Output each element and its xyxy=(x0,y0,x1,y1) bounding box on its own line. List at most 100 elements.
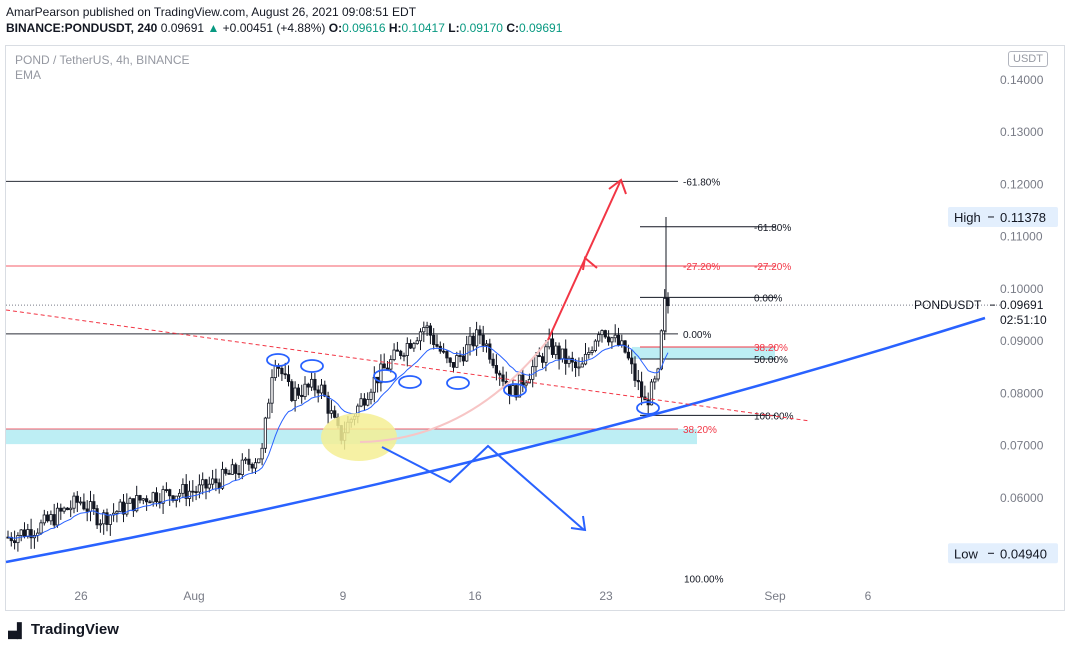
tradingview-logo-icon: ▄▌ xyxy=(8,621,27,638)
candle-body xyxy=(610,337,614,343)
candle-body xyxy=(303,383,307,398)
candle-body xyxy=(59,507,63,512)
candle-body xyxy=(197,484,201,493)
candle-body xyxy=(128,498,132,504)
candle-body xyxy=(82,501,86,510)
candle-body xyxy=(583,353,588,365)
candle-body xyxy=(313,378,317,391)
candle-body xyxy=(333,410,337,418)
candle-body xyxy=(425,325,429,328)
candle-body xyxy=(138,495,142,501)
x-tick-label: Aug xyxy=(183,589,204,603)
currency-badge[interactable]: USDT xyxy=(1008,51,1048,67)
candle-body xyxy=(210,478,215,485)
candle-body xyxy=(653,378,657,383)
candle-body xyxy=(392,349,396,360)
candle-body xyxy=(488,343,492,360)
candle-body xyxy=(600,330,604,336)
candle-body xyxy=(630,357,634,365)
candle-body xyxy=(270,377,274,404)
candle-body xyxy=(42,514,46,524)
candle-body xyxy=(514,385,518,398)
candle-body xyxy=(309,378,314,388)
candle-body xyxy=(65,507,69,511)
candle-body xyxy=(435,344,439,347)
candle-body xyxy=(55,507,60,526)
candle-body xyxy=(418,331,423,342)
candle-body xyxy=(125,502,129,515)
candle-body xyxy=(243,458,248,461)
candle-body xyxy=(422,327,426,333)
candle-body xyxy=(154,492,159,503)
candle-body xyxy=(316,389,320,394)
fib-label: 100.00% xyxy=(684,574,724,585)
fib-label: 38.20% xyxy=(683,425,717,436)
candle-body xyxy=(511,385,515,397)
candle-body xyxy=(613,334,617,339)
candle-body xyxy=(263,417,268,449)
legend-indicator: EMA xyxy=(15,68,42,82)
candle-body xyxy=(52,514,56,526)
candle-body xyxy=(323,384,327,397)
marker-label: High xyxy=(954,210,981,225)
candle-body xyxy=(95,508,99,526)
open-value: 0.09616 xyxy=(342,21,386,35)
candle-body xyxy=(115,511,119,514)
candle-body xyxy=(527,378,532,384)
fibonacci-levels: -61.80% -27.20% 0.00% 38.20% -61.80% -27.20% 0… xyxy=(6,177,1000,585)
candle-body xyxy=(415,340,419,345)
x-tick-label: 16 xyxy=(468,589,482,603)
candle-body xyxy=(587,352,591,355)
marker-box xyxy=(948,206,1058,227)
candle-body xyxy=(253,462,258,469)
candle-body xyxy=(187,490,192,499)
candle-body xyxy=(273,365,277,379)
candle-body xyxy=(19,529,23,536)
candle-body xyxy=(590,350,594,353)
up-arrow-icon: ▲ xyxy=(207,21,220,35)
y-tick-label: 0.09000 xyxy=(1000,334,1044,348)
candle-body xyxy=(633,363,637,381)
swing-circle xyxy=(300,359,324,373)
candle-body xyxy=(451,361,456,368)
candle-body xyxy=(484,343,489,346)
candle-body xyxy=(224,468,228,474)
candle-body xyxy=(408,343,413,349)
swing-circle xyxy=(373,369,397,383)
candle-body xyxy=(428,325,433,336)
candle-body xyxy=(85,508,89,512)
candle-body xyxy=(22,529,27,537)
y-tick-label: 0.10000 xyxy=(1000,282,1044,296)
y-tick-label: 0.08000 xyxy=(1000,386,1044,400)
candle-body xyxy=(296,387,301,396)
marker-label: Low xyxy=(954,546,978,561)
candle-body xyxy=(557,345,561,360)
candle-body xyxy=(151,492,155,503)
candle-body xyxy=(88,501,93,512)
candle-body xyxy=(567,357,571,364)
x-tick-label: Sep xyxy=(764,589,786,603)
candle-body xyxy=(395,349,400,352)
swing-circle xyxy=(636,401,660,415)
ema-line xyxy=(7,344,669,539)
candle-body xyxy=(240,459,244,475)
x-tick-label: 23 xyxy=(599,589,613,603)
candle-body xyxy=(204,479,208,489)
candle-body xyxy=(39,522,43,534)
candle-body xyxy=(626,351,631,359)
candle-body xyxy=(177,492,182,497)
candle-body xyxy=(191,490,195,493)
candle-body xyxy=(16,535,20,544)
candle-body xyxy=(455,355,459,368)
candle-body xyxy=(494,365,499,374)
candle-body xyxy=(29,529,33,539)
candle-body xyxy=(666,298,670,307)
candle-body xyxy=(194,491,198,493)
candle-body xyxy=(98,523,102,526)
candle-body xyxy=(405,343,409,356)
candle-body xyxy=(620,340,624,346)
high-label: H: xyxy=(388,21,402,35)
price-change: +0.00451 (+4.88%) xyxy=(222,21,326,35)
